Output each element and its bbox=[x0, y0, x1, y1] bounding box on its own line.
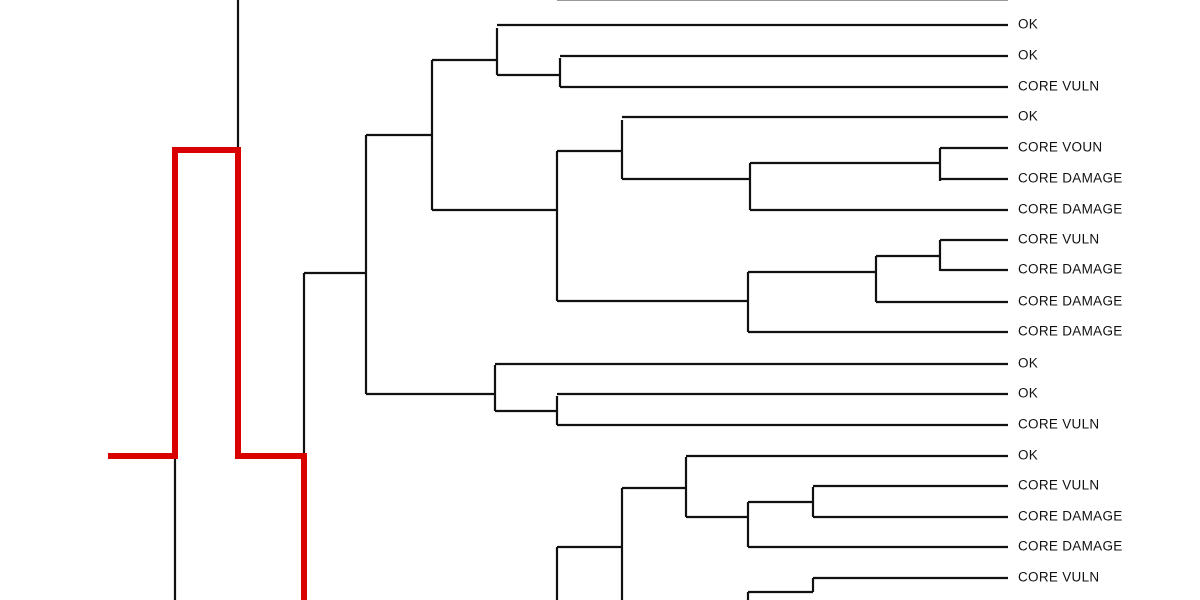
leaf-label: CORE DAMAGE bbox=[1018, 509, 1123, 524]
leaf-label: CORE DAMAGE bbox=[1018, 294, 1123, 309]
leaf-label: CORE DAMAGE bbox=[1018, 539, 1123, 554]
leaf-label: CORE VULN bbox=[1018, 478, 1099, 493]
leaf-label: OK bbox=[1018, 386, 1038, 401]
leaf-label: OK bbox=[1018, 109, 1038, 124]
leaf-label: OK bbox=[1018, 356, 1038, 371]
leaf-label: OK bbox=[1018, 48, 1038, 63]
leaves: OK OK CORE VULN OK CORE VOUN CORE DAMAGE CORE … bbox=[495, 17, 1123, 585]
leaf-label: CORE DAMAGE bbox=[1018, 262, 1123, 277]
leaf-label: CORE DAMAGE bbox=[1018, 202, 1123, 217]
leaf-label: CORE VULN bbox=[1018, 79, 1099, 94]
leaf-label: CORE DAMAGE bbox=[1018, 324, 1123, 339]
leaf-label: CORE DAMAGE bbox=[1018, 171, 1123, 186]
highlight-path bbox=[108, 147, 307, 600]
leaf-label: OK bbox=[1018, 17, 1038, 32]
leaf-label: OK bbox=[1018, 448, 1038, 463]
leaf-label: CORE VULN bbox=[1018, 570, 1099, 585]
leaf-label: CORE VULN bbox=[1018, 417, 1099, 432]
tree-branches bbox=[173, 0, 942, 600]
leaf-label: CORE VULN bbox=[1018, 232, 1099, 247]
leaf-label: CORE VOUN bbox=[1018, 140, 1102, 155]
